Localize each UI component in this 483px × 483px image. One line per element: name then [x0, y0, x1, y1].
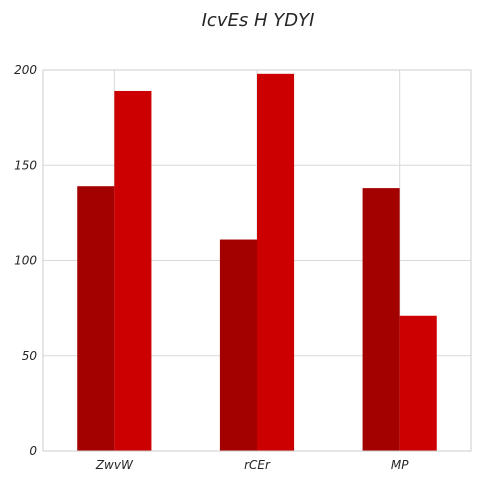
y-tick-label: 0	[29, 444, 37, 458]
x-tick-label: ZwvW	[95, 458, 134, 472]
bar-series-2-MP	[399, 315, 437, 451]
bar-series-2-rCEr	[257, 73, 295, 451]
bar-series-1-rCEr	[219, 239, 257, 451]
chart-title: IcvEs H YDYI	[202, 10, 315, 31]
y-tick-label: 200	[14, 63, 37, 77]
y-tick-label: 50	[22, 349, 38, 363]
bar-series-1-MP	[362, 188, 400, 452]
bar-series-2-ZwvW	[114, 90, 152, 451]
y-tick-label: 100	[14, 254, 37, 268]
y-tick-label: 150	[14, 158, 37, 172]
bar-series-1-ZwvW	[77, 186, 115, 451]
y-axis-ticks: 0 50 100 150 200	[14, 63, 37, 458]
bars	[77, 73, 437, 452]
x-tick-label: rCEr	[244, 458, 271, 472]
plot-frame	[42, 69, 472, 452]
x-axis-ticks: ZwvW rCEr MP	[95, 458, 409, 472]
x-tick-label: MP	[391, 458, 409, 472]
